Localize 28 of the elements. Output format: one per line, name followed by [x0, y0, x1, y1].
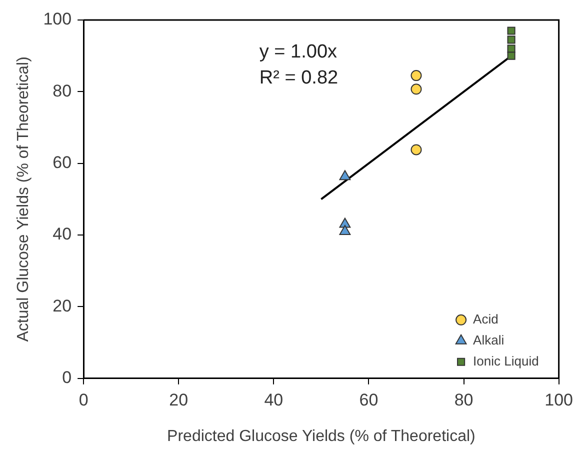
- legend-label: Ionic Liquid: [473, 353, 539, 368]
- x-tick-label: 60: [359, 390, 378, 410]
- point: [410, 84, 422, 95]
- y-tick-label: 100: [43, 10, 72, 29]
- x-tick-label: 100: [544, 390, 574, 410]
- point: [507, 36, 516, 44]
- y-tick-label: 40: [52, 224, 72, 244]
- y-tick-label: 60: [52, 153, 72, 172]
- point: [507, 26, 516, 35]
- y-tick-label: 80: [52, 81, 72, 100]
- annotation: R² = 0.82: [259, 67, 338, 88]
- point: [410, 70, 422, 82]
- y-axis-title: Actual Glucose Yields (% of Theoretical): [15, 56, 32, 342]
- point: [339, 224, 351, 235]
- annotation: y = 1.00x: [259, 41, 338, 62]
- x-tick-label: 0: [78, 390, 88, 410]
- point: [410, 144, 422, 156]
- point: [339, 170, 351, 180]
- point: [507, 52, 516, 60]
- x-tick-label: 20: [169, 390, 188, 410]
- y-tick-label: 20: [52, 296, 72, 316]
- x-axis-title: Predicted Glucose Yields (% of Theoretical): [167, 428, 476, 445]
- point: [507, 44, 516, 53]
- x-tick-label: 40: [264, 390, 284, 410]
- legend-label: Acid: [473, 311, 498, 326]
- legend-label: Alkali: [473, 332, 504, 348]
- x-tick-label: 80: [454, 390, 474, 410]
- y-tick-label: 0: [62, 368, 72, 388]
